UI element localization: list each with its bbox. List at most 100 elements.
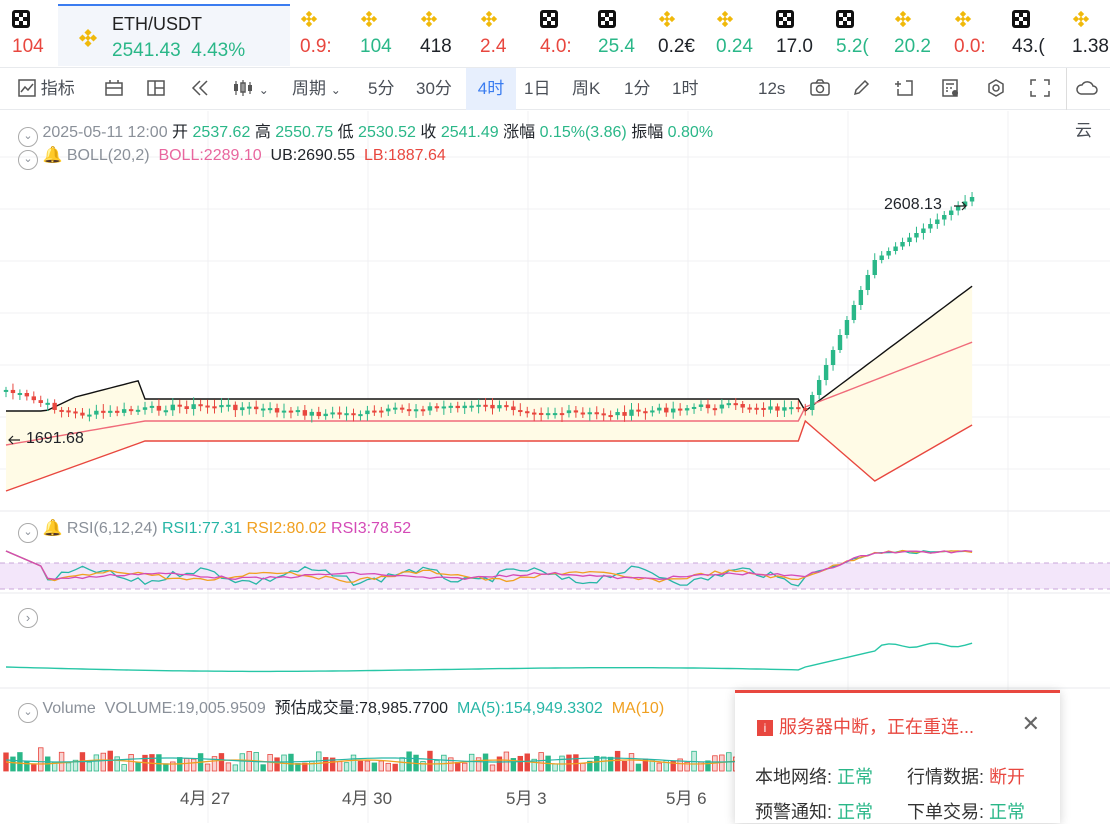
candle-body — [52, 402, 57, 410]
alert-title-text: 服务器中断，正在重连... — [779, 717, 975, 737]
ticker-item[interactable]: 1.38 — [1072, 10, 1110, 64]
bnb-icon — [1072, 10, 1090, 28]
fullscreen-icon[interactable] — [1030, 68, 1050, 110]
boll-name[interactable]: BOLL(20,2) — [66, 147, 150, 164]
period-dropdown[interactable]: 周期 ⌄ — [292, 68, 341, 110]
add-panel-icon[interactable] — [894, 68, 914, 110]
rsi-name[interactable]: RSI(6,12,24) — [66, 520, 158, 537]
candle-body — [94, 410, 99, 415]
refresh-rate[interactable]: 12s — [758, 79, 786, 98]
candle-body — [281, 410, 287, 413]
ticker-item[interactable]: 25.4 — [598, 10, 646, 64]
candle-body — [935, 219, 940, 224]
close-icon[interactable]: ✕ — [1021, 711, 1040, 736]
ticker-item[interactable]: 2.4 — [480, 10, 528, 64]
ticker-item[interactable]: 0.2€ — [658, 10, 706, 64]
volume-bar — [587, 760, 593, 772]
panel-icon[interactable] — [146, 68, 166, 110]
chevron-down-icon: ⌄ — [18, 523, 38, 543]
bell-icon: 🔔 — [42, 147, 63, 164]
candle-body — [636, 409, 641, 412]
volume-bar — [531, 758, 537, 772]
ticker-item[interactable]: 5.2( — [836, 10, 884, 64]
ticker-item[interactable]: 418 — [420, 10, 468, 64]
settings-icon[interactable] — [986, 68, 1006, 110]
ticker-value: 0.2€ — [658, 36, 695, 57]
bnb-icon — [658, 10, 676, 28]
ticker-item[interactable]: 104 — [360, 10, 408, 64]
volume-bar — [489, 764, 496, 772]
candle-body — [810, 395, 815, 410]
indicators-button[interactable]: 指标 — [18, 68, 75, 110]
rsi-band — [0, 563, 1110, 589]
status-order-trading: 下单交易: 正常 — [907, 802, 1026, 822]
candle-body — [24, 393, 30, 397]
cloud-sync-button[interactable]: 云 — [1066, 68, 1110, 140]
volume-bar — [170, 761, 176, 772]
candle-body — [448, 405, 453, 408]
ticker-value: 0.0: — [954, 36, 986, 57]
volume-ma10: MA(10) — [611, 700, 665, 717]
volume-bar — [211, 756, 218, 772]
volume-bar — [31, 764, 37, 772]
boll-fill — [6, 286, 973, 491]
ticker-item[interactable]: 4.0: — [540, 10, 588, 64]
ticker-item-selected[interactable]: ETH/USDT 2541.43 4.43% — [58, 4, 290, 66]
interval-1m[interactable]: 1分 — [624, 79, 651, 98]
ticker-item[interactable]: 17.0 — [776, 10, 824, 64]
ticker-item[interactable]: 0.0: — [954, 10, 1002, 64]
volume-bar — [601, 756, 607, 772]
ticker-item[interactable]: 20.2 — [894, 10, 942, 64]
candle-body — [170, 404, 175, 411]
candle-body — [309, 411, 314, 416]
indicator-expand[interactable]: › — [18, 608, 38, 628]
price-low-label: 1691.68 — [26, 430, 84, 447]
ticker-item[interactable]: 0.9: — [300, 10, 348, 64]
volume-bar — [163, 763, 169, 772]
volume-bar — [232, 764, 239, 772]
interval-5m[interactable]: 5分 — [368, 79, 395, 98]
calculator-icon[interactable] — [940, 68, 960, 110]
pencil-icon[interactable] — [852, 68, 872, 110]
rewind-icon[interactable] — [190, 68, 210, 110]
interval-30m[interactable]: 30分 — [416, 79, 452, 98]
price-high-label: 2608.13 — [884, 196, 942, 213]
candle-body — [754, 407, 759, 410]
volume-bar — [378, 760, 384, 772]
status-value: 断开 — [989, 767, 1026, 787]
candle-body — [768, 406, 773, 410]
layout-icon[interactable] — [104, 68, 124, 110]
candle-type-button[interactable]: ⌄ — [232, 68, 269, 110]
interval-1d[interactable]: 1日 — [524, 79, 551, 98]
volume-bar — [107, 750, 113, 772]
candle-body — [601, 413, 606, 416]
volume-bar — [614, 750, 621, 772]
bnb-icon — [360, 10, 378, 28]
volume-bar — [677, 758, 683, 772]
volume-bar — [260, 764, 266, 772]
candlestick-chart[interactable] — [0, 111, 1110, 823]
candle-body — [198, 404, 203, 407]
indicator-line-path — [5, 642, 973, 673]
volume-bar — [385, 762, 391, 772]
candle-body — [80, 412, 85, 416]
volume-bar — [399, 757, 405, 772]
volume-bar — [406, 751, 412, 772]
candle-body — [907, 237, 912, 242]
interval-4h[interactable]: 4时 — [466, 68, 516, 110]
interval-1h[interactable]: 1时 — [672, 79, 699, 98]
candle-body — [337, 412, 342, 415]
ticker-item[interactable]: 104 — [12, 10, 46, 64]
candle-body — [323, 413, 328, 417]
candle-body — [629, 409, 634, 416]
ticker-item[interactable]: 43.( — [1012, 10, 1060, 64]
volume-bar — [239, 753, 245, 772]
candlestick-icon — [234, 80, 252, 96]
bell-icon: 🔔 — [42, 520, 63, 537]
volume-name[interactable]: Volume — [42, 700, 96, 717]
camera-icon[interactable] — [810, 68, 830, 110]
interval-1w[interactable]: 周K — [572, 79, 601, 98]
volume-bar — [10, 756, 16, 772]
ticker-item[interactable]: 0.24 — [716, 10, 764, 64]
candle-body — [921, 228, 926, 233]
